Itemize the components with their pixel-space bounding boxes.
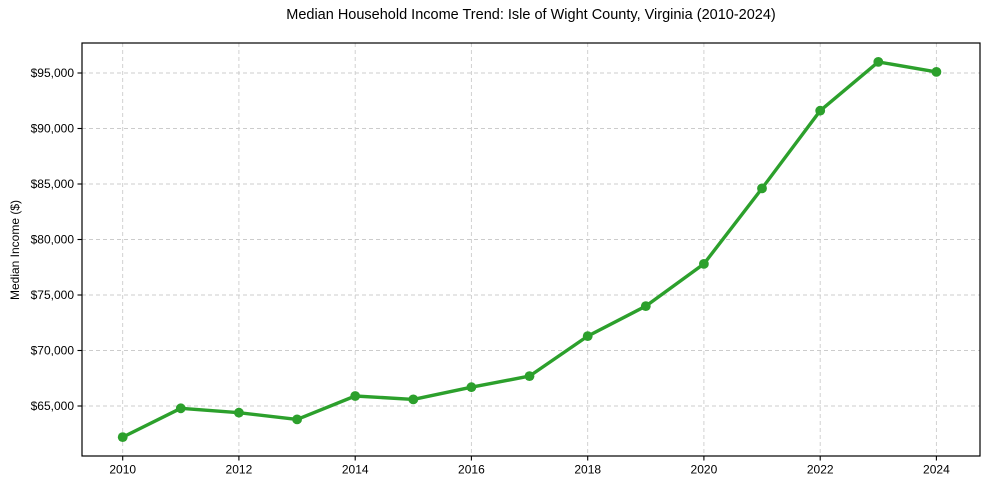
data-point-marker [466,382,477,393]
data-point-marker [408,394,419,405]
data-point-marker [640,301,651,311]
x-tick-label: 2018 [574,463,601,477]
data-point-marker [350,391,361,401]
y-tick-label: $90,000 [31,122,75,136]
data-point-marker [931,67,942,77]
data-point-marker [699,259,709,269]
y-tick-label: $80,000 [31,233,75,247]
data-point-marker [292,414,302,425]
x-tick-label: 2024 [923,463,950,477]
x-tick-label: 2020 [691,463,718,477]
x-tick-label: 2014 [342,463,369,477]
x-tick-label: 2010 [109,463,136,477]
data-point-marker [175,403,186,414]
y-tick-label: $95,000 [31,66,75,80]
data-point-marker [582,331,593,341]
x-tick-label: 2022 [807,463,834,477]
plot-frame [81,42,981,457]
data-point-marker [524,371,535,381]
y-tick-label: $85,000 [31,177,75,191]
data-point-marker [873,57,884,67]
y-tick-label: $70,000 [31,344,75,358]
x-tick-label: 2016 [458,463,485,477]
x-tick-label: 2012 [226,463,253,477]
data-point-marker [815,105,826,116]
y-tick-label: $75,000 [31,288,75,302]
data-point-marker [234,407,244,418]
y-tick-label: $65,000 [31,399,75,413]
chart-title: Median Household Income Trend: Isle of W… [286,7,776,23]
data-point-marker [117,432,128,442]
data-point-marker [757,183,767,194]
